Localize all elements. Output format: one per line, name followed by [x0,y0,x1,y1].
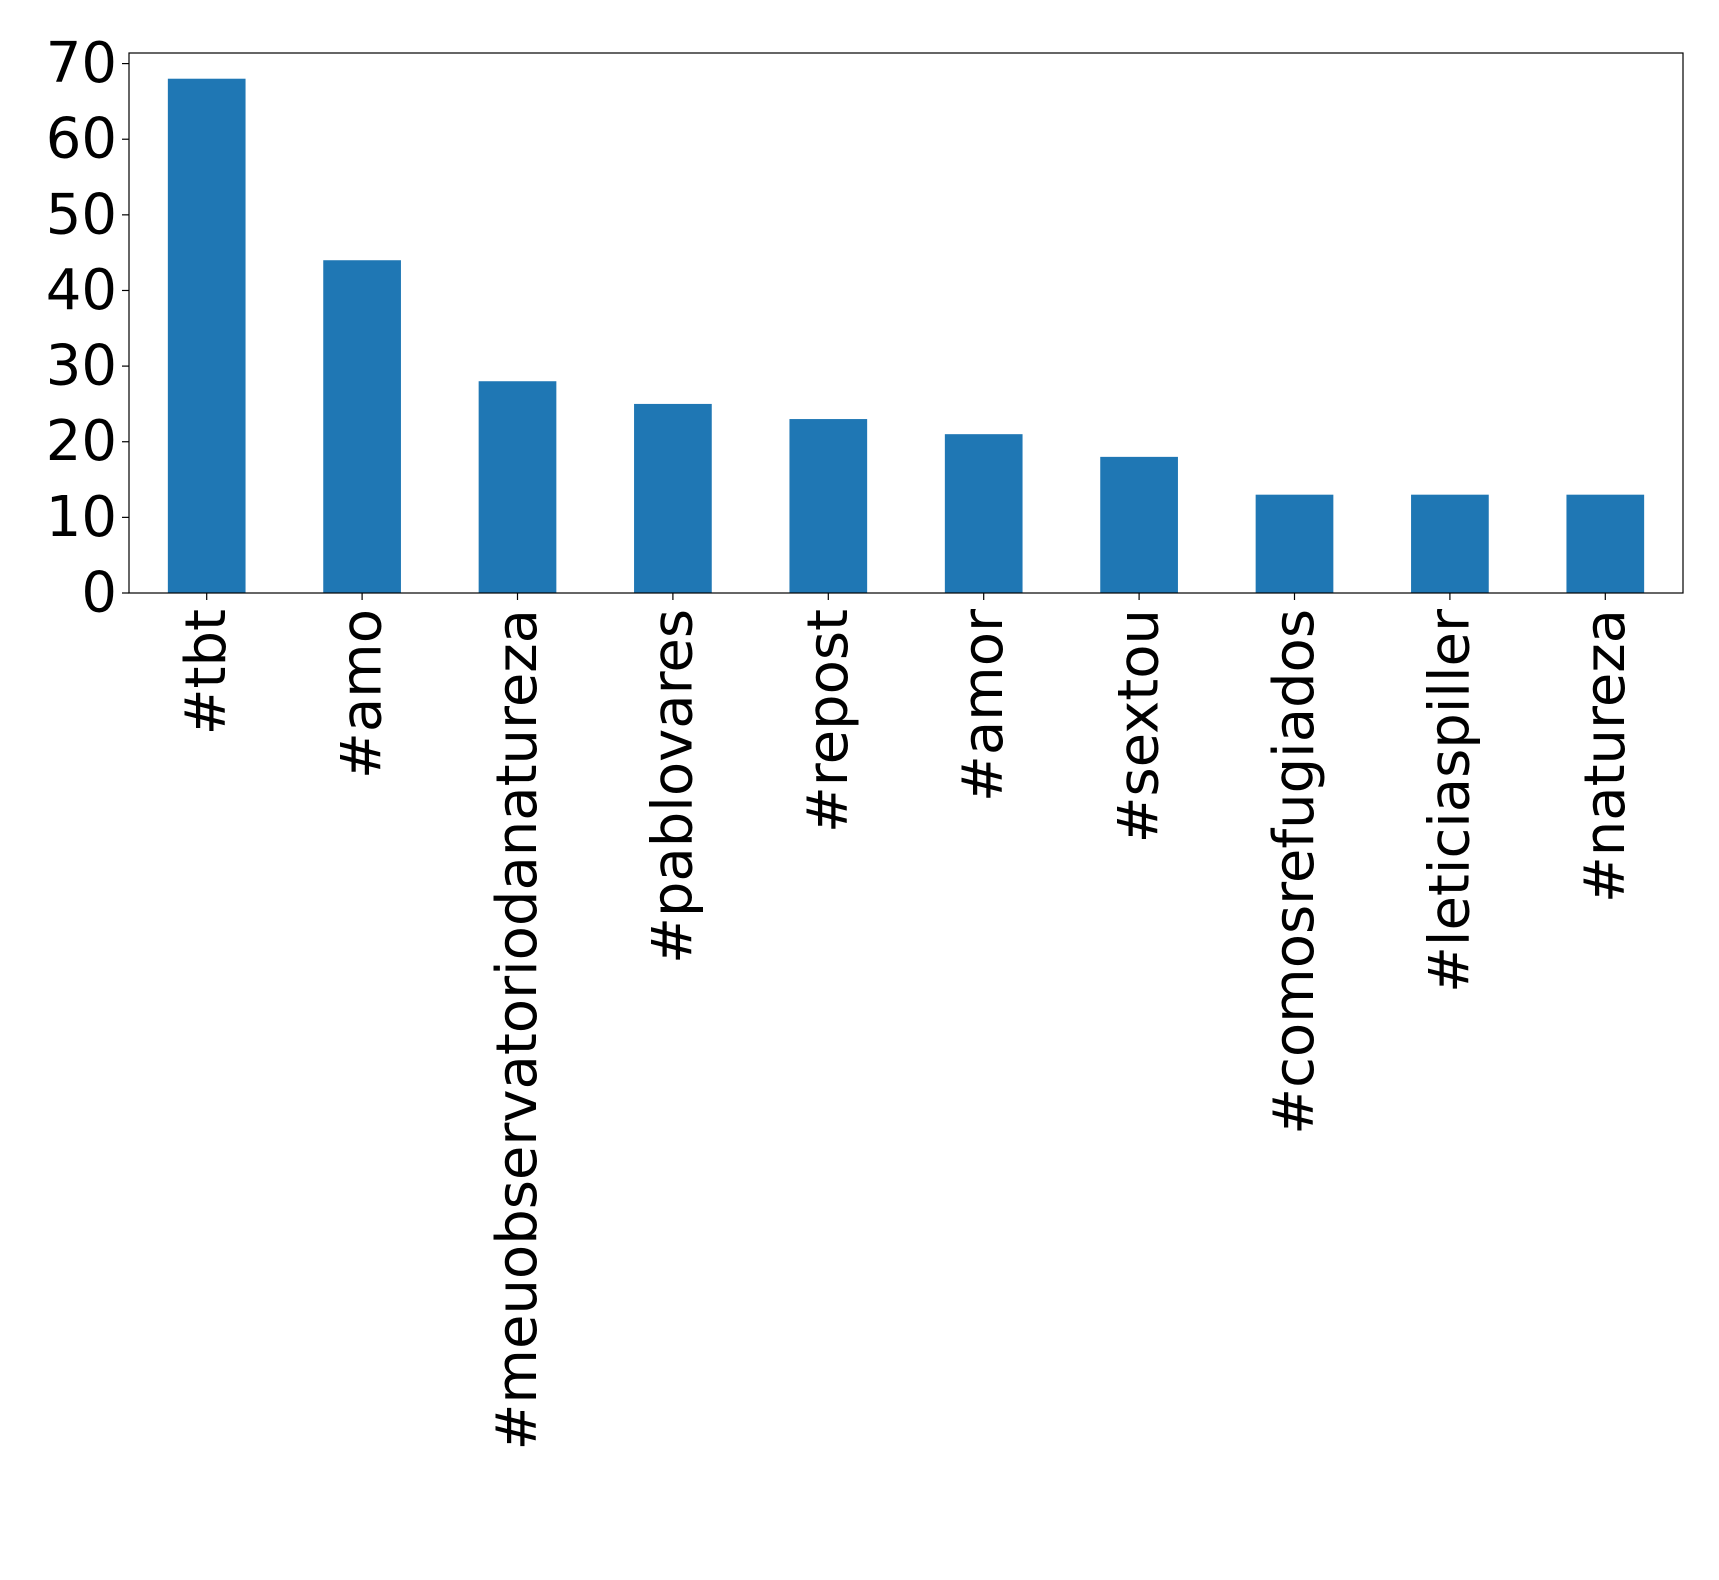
x-tick-label: #leticiaspiller [1417,608,1482,993]
bar [1566,494,1645,593]
y-tick-label: 40 [46,258,117,323]
x-tick-label: #repost [796,609,861,833]
y-tick-label: 20 [46,409,117,474]
y-tick-label: 30 [46,334,117,399]
x-tick-label: #tbt [174,609,239,735]
y-tick-label: 10 [46,485,117,550]
bar [789,419,868,593]
bars-group [167,78,1645,593]
x-tick-label: #amo [330,609,395,779]
bar [1255,494,1334,593]
plot-frame [128,52,1684,594]
x-tick-label: #natureza [1573,609,1638,903]
x-axis-ticks: #tbt #amo #meuobservatoriodanatureza #pablo… [174,593,1638,1450]
y-tick-label: 0 [81,561,117,626]
bar [1100,456,1178,593]
x-tick-label: #pablovares [640,609,705,964]
bar [634,403,712,593]
bar [944,434,1023,593]
y-axis-ticks: 0 10 20 30 40 50 60 70 [46,31,129,626]
x-tick-label: #comosrefugiados [1262,609,1327,1135]
bar [323,260,401,593]
bar [478,381,557,593]
x-tick-label: #amor [951,608,1016,802]
y-tick-label: 60 [46,107,117,172]
bar [1411,494,1489,593]
x-tick-label: #sextou [1107,609,1172,843]
y-tick-label: 50 [46,182,117,247]
x-tick-label: #meuobservatoriodanatureza [485,609,550,1450]
bar [167,78,246,593]
y-tick-label: 70 [46,31,117,96]
